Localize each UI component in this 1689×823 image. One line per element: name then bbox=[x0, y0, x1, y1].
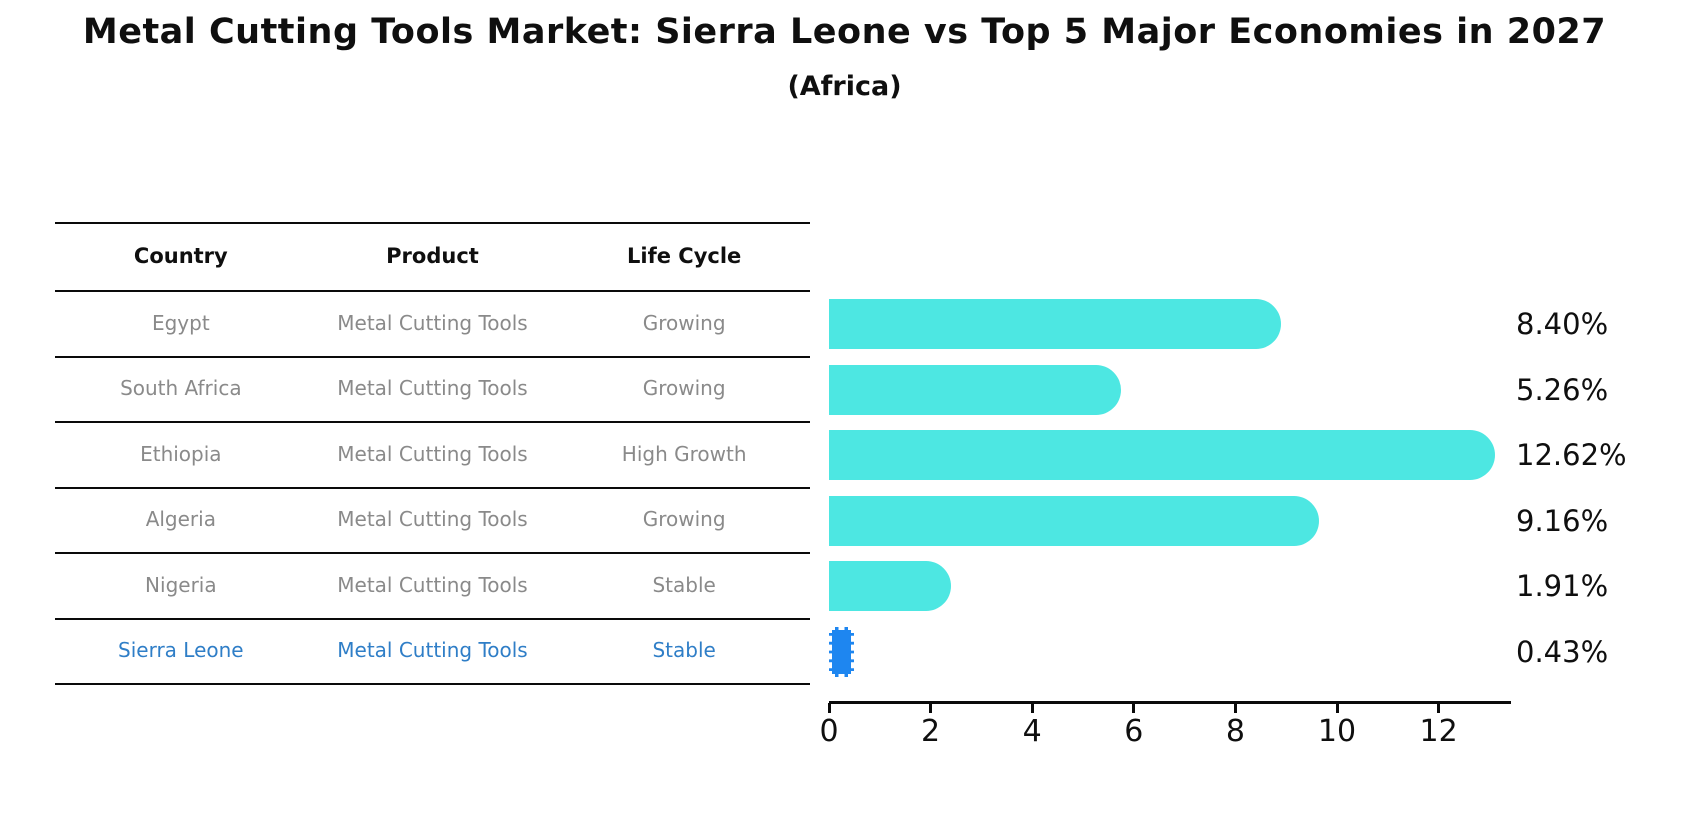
cell-product: Metal Cutting Tools bbox=[337, 376, 528, 401]
cell-country: South Africa bbox=[120, 376, 242, 401]
table-row-sierra-leone: Sierra Leone Metal Cutting Tools Stable bbox=[55, 618, 810, 684]
table-rule bbox=[55, 355, 810, 358]
x-axis-tick-label: 6 bbox=[1124, 714, 1144, 749]
table-row-ethiopia: Ethiopia Metal Cutting Tools High Growth bbox=[55, 421, 810, 487]
table-row-egypt: Egypt Metal Cutting Tools Growing bbox=[55, 290, 810, 356]
table-row-nigeria: Nigeria Metal Cutting Tools Stable bbox=[55, 552, 810, 618]
x-axis-tick-label: 4 bbox=[1022, 714, 1042, 749]
cell-country: Sierra Leone bbox=[118, 638, 244, 663]
cell-product: Metal Cutting Tools bbox=[337, 572, 528, 597]
cell-product: Metal Cutting Tools bbox=[337, 507, 528, 532]
table-rule-top bbox=[55, 222, 810, 224]
cell-life-cycle: High Growth bbox=[621, 441, 747, 466]
table-rule bbox=[55, 486, 810, 489]
column-header-product: Product bbox=[386, 244, 479, 268]
cell-life-cycle: Growing bbox=[642, 376, 726, 401]
bar-value-label: 1.91% bbox=[1516, 569, 1609, 603]
cell-life-cycle: Stable bbox=[652, 572, 716, 597]
cell-country: Algeria bbox=[145, 507, 216, 532]
page-subtitle: (Africa) bbox=[787, 71, 902, 102]
bar-sierra-leone-highlight bbox=[829, 626, 854, 677]
bar-value-label: 9.16% bbox=[1516, 503, 1609, 538]
column-header-country: Country bbox=[133, 244, 228, 268]
cell-country: Ethiopia bbox=[140, 441, 222, 466]
x-axis-tick bbox=[929, 703, 933, 713]
bar-value-label: 5.26% bbox=[1516, 372, 1609, 407]
x-axis-tick-label: 2 bbox=[921, 714, 941, 749]
table-rule bbox=[55, 290, 810, 292]
x-axis bbox=[829, 701, 1511, 704]
bar-egypt bbox=[829, 299, 1281, 349]
x-axis-tick-label: 12 bbox=[1419, 714, 1458, 749]
x-axis-tick-label: 8 bbox=[1225, 714, 1245, 749]
column-header-life-cycle: Life Cycle bbox=[627, 244, 742, 268]
x-axis-tick bbox=[827, 703, 831, 713]
x-axis-tick-label: 0 bbox=[819, 714, 839, 749]
x-axis-tick bbox=[1437, 703, 1441, 713]
table-row-algeria: Algeria Metal Cutting Tools Growing bbox=[55, 487, 810, 553]
table-rule-bottom bbox=[55, 683, 810, 685]
cell-product: Metal Cutting Tools bbox=[337, 310, 528, 335]
x-axis-tick-label: 10 bbox=[1317, 714, 1357, 749]
bar-south-africa bbox=[829, 364, 1122, 415]
bar-algeria bbox=[829, 495, 1320, 546]
table-header-row: Country Product Life Cycle bbox=[55, 222, 810, 290]
cell-product: Metal Cutting Tools bbox=[337, 441, 528, 466]
cell-life-cycle: Growing bbox=[642, 310, 726, 335]
cell-product: Metal Cutting Tools bbox=[337, 638, 528, 663]
table-row-south-africa: South Africa Metal Cutting Tools Growing bbox=[55, 356, 810, 422]
bar-value-label: 8.40% bbox=[1516, 307, 1609, 341]
x-axis-tick bbox=[1132, 703, 1136, 713]
table-rule bbox=[55, 552, 810, 554]
x-axis-tick bbox=[1335, 703, 1339, 713]
cell-life-cycle: Stable bbox=[652, 638, 716, 663]
bar-ethiopia bbox=[829, 430, 1496, 480]
cell-country: Egypt bbox=[151, 310, 210, 335]
bar-value-label: 0.43% bbox=[1516, 634, 1609, 669]
cell-life-cycle: Growing bbox=[642, 507, 726, 532]
bar-value-label: 12.62% bbox=[1516, 438, 1627, 472]
country-table: Country Product Life Cycle Egypt Metal C… bbox=[55, 222, 810, 685]
cell-country: Nigeria bbox=[145, 572, 217, 597]
page-title: Metal Cutting Tools Market: Sierra Leone… bbox=[82, 12, 1607, 52]
bar-nigeria bbox=[829, 561, 952, 611]
table-rule bbox=[55, 617, 810, 620]
x-axis-tick bbox=[1233, 703, 1237, 713]
x-axis-tick bbox=[1030, 703, 1034, 713]
table-rule bbox=[55, 421, 810, 423]
